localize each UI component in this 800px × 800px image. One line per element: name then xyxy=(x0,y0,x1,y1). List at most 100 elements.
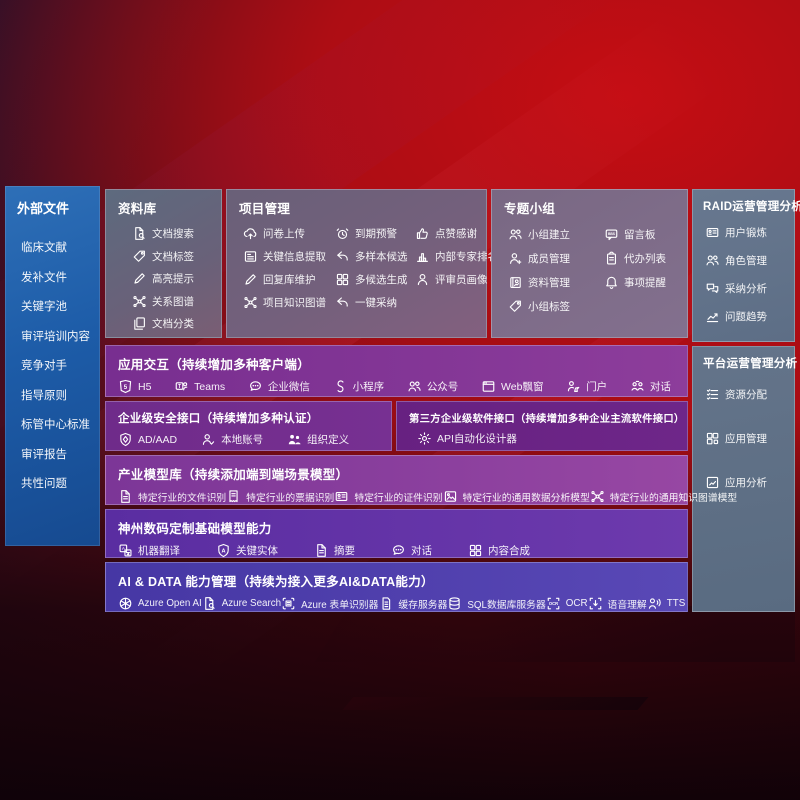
feature-item: 小组标签 xyxy=(508,299,604,314)
feature-list: AD/AAD 本地账号 组织定义 xyxy=(106,432,391,447)
feature-label: 文档分类 xyxy=(152,318,194,330)
feature-label: SQL数据库服务器 xyxy=(467,599,546,611)
sidebar-item: 共性问题 xyxy=(21,475,100,491)
feature-label: 应用管理 xyxy=(725,433,767,445)
feature-label: AD/AAD xyxy=(138,433,178,446)
sidebar-item-label: 标管中心标准 xyxy=(21,419,90,431)
feature-label: 特定行业的通用知识图谱模型 xyxy=(609,492,738,504)
feature-label: OCR xyxy=(565,598,588,609)
id-card-icon xyxy=(334,489,349,504)
tag-icon xyxy=(508,299,523,314)
feature-item: SQL数据库服务器 xyxy=(447,596,546,611)
feature-item: 特定行业的证件识别 xyxy=(334,489,443,504)
id-card-icon xyxy=(705,225,720,240)
feature-item: 门户 xyxy=(566,379,607,394)
svg-text:5: 5 xyxy=(124,384,128,391)
feature-item: Azure Search xyxy=(202,596,281,611)
feature-list: Azure Open AI Azure Search Azure 表单识别器 缓… xyxy=(106,596,687,611)
feature-item: 用户锻炼 xyxy=(705,225,794,240)
feature-item: AD/AAD xyxy=(118,432,177,447)
feature-item: OCR OCR xyxy=(546,596,588,611)
feature-label: 多样本候选 xyxy=(355,251,408,263)
bell-icon xyxy=(604,275,619,290)
feature-label: 问卷上传 xyxy=(263,228,305,240)
shield-a-icon: A xyxy=(216,543,231,558)
reply-icon xyxy=(335,295,350,310)
feature-label: 语音理解 xyxy=(607,599,647,611)
feature-label: 用户锻炼 xyxy=(725,227,767,239)
sidebar-item-label: 共性问题 xyxy=(21,478,67,490)
pen-icon xyxy=(243,272,258,287)
feature-item: 高亮提示 xyxy=(132,271,221,286)
feature-label: 特定行业的票据识别 xyxy=(246,492,335,504)
svg-text:A: A xyxy=(221,548,225,554)
feature-label: 成员管理 xyxy=(528,253,570,265)
feature-item: TTS xyxy=(647,596,685,611)
topic-group-panel: 专题小组 小组建立 BBS 留言板 成员管理 xyxy=(491,189,688,338)
image-icon xyxy=(443,489,458,504)
feature-label: 企业微信 xyxy=(267,381,310,393)
feature-list: 问卷上传 到期预警 点赞感谢 关键信息提取 xyxy=(243,226,498,310)
feature-item: 多候选生成 xyxy=(335,272,415,287)
feature-item: 资料管理 xyxy=(508,275,604,290)
enterprise-security-row: 企业级安全接口（持续增加多种认证） AD/AAD 本地账号 组织定义 xyxy=(105,401,392,451)
openai-icon xyxy=(118,596,133,611)
feature-label: 机器翻译 xyxy=(138,545,180,557)
person-check-icon xyxy=(201,432,216,447)
chat-icon xyxy=(248,379,263,394)
window-icon xyxy=(481,379,496,394)
feature-label: 项目知识图谱 xyxy=(263,297,326,309)
feature-label: 公众号 xyxy=(426,381,459,393)
translate-icon: A xyxy=(118,543,133,558)
feature-label: 组织定义 xyxy=(307,434,350,446)
feature-label: 文档搜索 xyxy=(152,228,194,240)
alarm-icon xyxy=(335,226,350,241)
chat-icon xyxy=(391,543,406,558)
resource-library-panel: 资料库 文档搜索 文档标签 高亮提示 xyxy=(105,189,222,338)
feature-item: 文档搜索 xyxy=(132,226,221,241)
svg-text:BBS: BBS xyxy=(608,232,616,236)
svg-text:A: A xyxy=(122,546,125,551)
feature-item: 评审员画像 xyxy=(415,272,498,287)
feature-item: 特定行业的通用数据分析模型 xyxy=(443,489,590,504)
feature-list: API自动化设计器 xyxy=(397,431,687,446)
bbs-icon: BBS xyxy=(604,227,619,242)
sidebar-item-label: 审评培训内容 xyxy=(21,330,90,343)
tag-icon xyxy=(132,249,147,264)
grid-icon xyxy=(335,272,350,287)
feature-label: 门户 xyxy=(586,381,608,393)
sidebar-item: 审评报告 xyxy=(21,446,100,462)
list-check-icon xyxy=(705,387,720,402)
feature-list: 特定行业的文件识别 特定行业的票据识别 特定行业的证件识别 特定行业的通用数据分… xyxy=(106,489,737,504)
feature-label: Azure 表单识别器 xyxy=(301,599,379,611)
sidebar-item: 标管中心标准 xyxy=(21,416,100,432)
feature-list: 用户锻炼 角色管理 采纳分析 问题趋势 xyxy=(705,225,794,324)
people-icon xyxy=(407,379,422,394)
db-icon xyxy=(447,596,462,611)
person-add-icon xyxy=(508,251,523,266)
feature-item: 小程序 xyxy=(333,379,384,394)
mini-s-icon xyxy=(333,379,348,394)
sidebar-item-list: 临床文献 发补文件 关键字池 审评培训内容 竞争对手 xyxy=(21,239,100,491)
row-title: 神州数码定制基础模型能力 xyxy=(118,522,272,536)
feature-item: 缓存服务器 xyxy=(378,596,447,611)
feature-label: 到期预警 xyxy=(355,228,397,240)
sidebar-item-label: 发补文件 xyxy=(21,271,67,284)
project-management-panel: 项目管理 问卷上传 到期预警 点赞感谢 xyxy=(226,189,498,338)
feature-label: 特定行业的文件识别 xyxy=(138,492,227,504)
sidebar-item-label: 指导原则 xyxy=(21,389,67,402)
panel-title: 资料库 xyxy=(118,202,157,216)
sidebar-item-label: 竞争对手 xyxy=(21,360,67,372)
shield-ad-icon xyxy=(118,432,133,447)
grid-icon xyxy=(468,543,483,558)
feature-item: 采纳分析 xyxy=(705,281,794,296)
feature-item: BBS 留言板 xyxy=(604,227,687,242)
feature-label: H5 xyxy=(138,380,152,393)
feature-item: 对话 xyxy=(391,543,432,558)
tts-icon xyxy=(647,596,662,611)
feature-item: 多样本候选 xyxy=(335,249,415,264)
feature-item: 内容合成 xyxy=(468,543,530,558)
feature-item: API自动化设计器 xyxy=(417,431,517,446)
ocr-icon: OCR xyxy=(546,596,561,611)
